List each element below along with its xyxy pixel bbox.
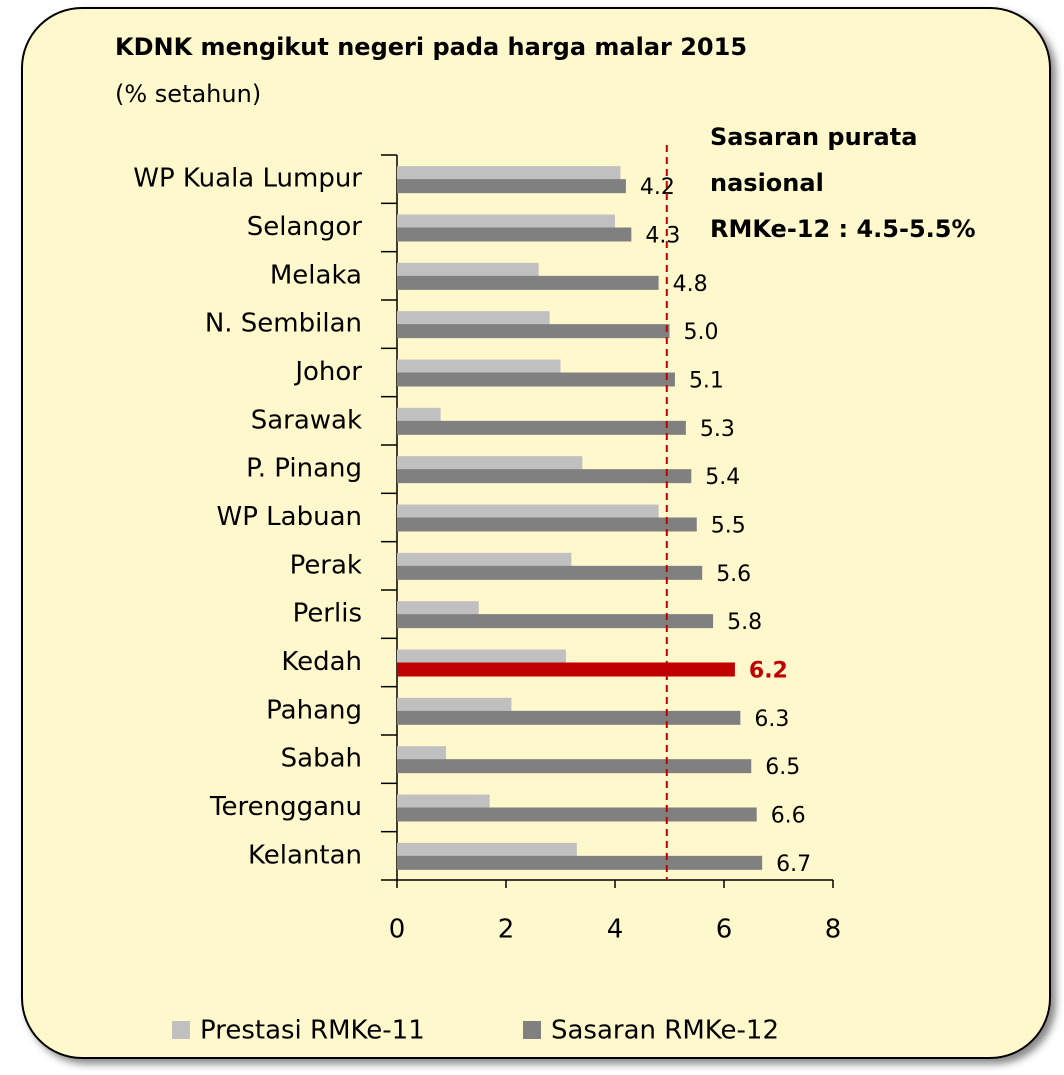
bar [397,697,512,712]
bar [397,565,703,580]
bar [397,407,441,422]
bar [397,601,479,616]
x-tick-label: 8 [825,915,842,945]
x-tick-label: 6 [716,915,733,945]
bar [397,794,490,809]
bar [397,614,714,629]
bar [397,214,615,229]
bar [397,179,626,194]
y-tick-label: Perlis [293,599,362,629]
legend-swatch [523,1021,541,1039]
y-tick-label: Perak [290,550,362,580]
legend-label: Prestasi RMKe-11 [200,1016,425,1046]
y-tick-label: Melaka [270,260,362,290]
annotation: Sasaran purata [710,123,917,151]
y-tick-label: WP Kuala Lumpur [133,164,362,194]
bar [397,262,539,277]
chart-subtitle: (% setahun) [115,80,261,108]
value-label: 5.0 [684,320,719,345]
value-label: 4.2 [640,175,675,200]
bar [397,469,692,484]
bar [397,359,561,374]
x-tick-label: 2 [498,915,515,945]
annotation: nasional [710,169,824,197]
bar [397,855,763,870]
y-tick-label: Kedah [281,647,362,677]
x-tick-label: 4 [607,915,624,945]
bar [397,842,577,857]
legend-label: Sasaran RMKe-12 [551,1016,779,1046]
value-label: 6.3 [754,707,789,732]
y-tick-label: Sarawak [251,405,362,435]
y-tick-label: Terengganu [209,792,362,822]
bar [397,517,697,532]
value-label: 6.6 [771,804,806,829]
bar [397,324,670,339]
y-tick-label: Kelantan [248,840,362,870]
value-label: 5.1 [689,369,724,394]
y-tick-label: Pahang [266,695,362,725]
bar [397,456,583,471]
bar [397,649,566,664]
bar [397,311,550,326]
value-label: 6.7 [776,852,811,877]
y-tick-label: Selangor [247,212,363,242]
bar [397,227,632,242]
bar [397,504,659,519]
value-label: 5.3 [700,417,735,442]
value-label: 6.2 [749,659,788,684]
panel [21,7,1051,1059]
bar [397,807,757,822]
y-tick-label: Sabah [281,744,362,774]
bar [397,372,675,387]
annotation: RMKe-12 : 4.5-5.5% [710,215,976,243]
bar [397,746,447,761]
bar [397,552,572,567]
bar [397,166,621,181]
y-tick-label: P. Pinang [246,454,362,484]
value-label: 4.3 [645,224,680,249]
value-label: 5.5 [711,514,746,539]
bar [397,759,752,774]
y-tick-label: Johor [293,357,362,387]
chart-title: KDNK mengikut negeri pada harga malar 20… [115,33,747,61]
value-label: 5.4 [705,465,740,490]
bar [397,420,686,435]
bar [397,275,659,290]
bar [397,710,741,725]
y-tick-label: N. Sembilan [205,309,362,339]
value-label: 6.5 [765,755,800,780]
x-tick-label: 0 [389,915,406,945]
value-label: 4.8 [673,272,708,297]
value-label: 5.8 [727,610,762,635]
bar [397,662,735,677]
y-tick-label: WP Labuan [217,502,362,532]
legend-swatch [172,1021,190,1039]
value-label: 5.6 [716,562,751,587]
